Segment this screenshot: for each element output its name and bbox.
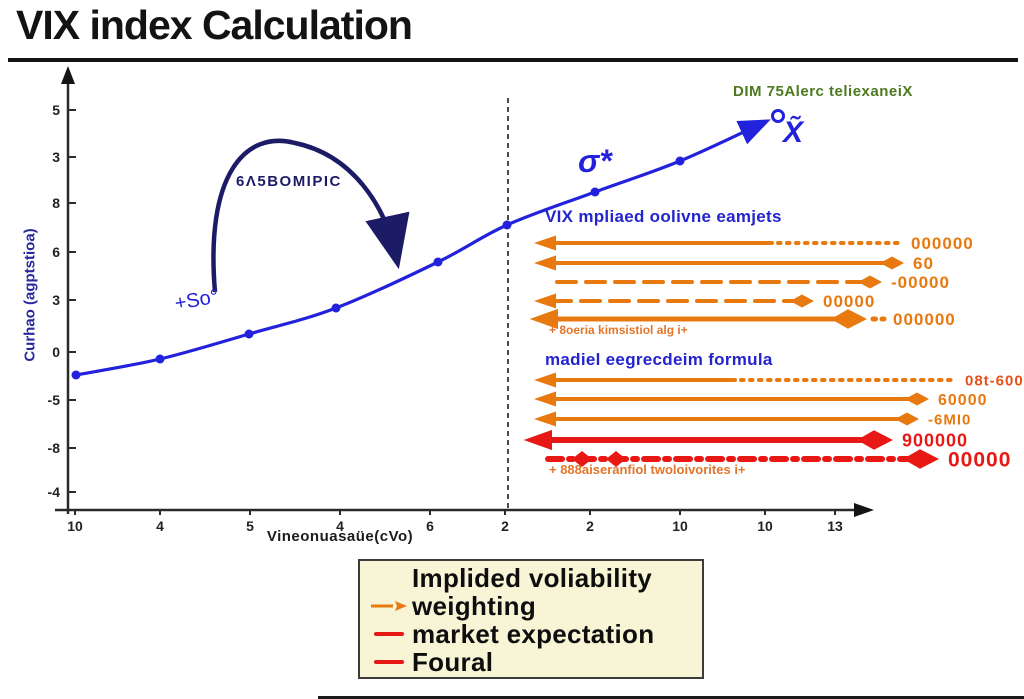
x-tick-label: 13 (827, 518, 843, 534)
x-tick-label: 5 (246, 518, 254, 534)
curve-point (71, 370, 81, 380)
x-tick-label: 10 (672, 518, 688, 534)
group2-arrow-label: 08t-600 (965, 372, 1024, 389)
annotation: 6Λ5BOMIPIC (236, 173, 342, 190)
red-line-icon (366, 660, 412, 664)
x-tick-label: 10 (757, 518, 773, 534)
panel-group1-footnote: + 8oeria kimsistiol alg i+ (549, 323, 688, 337)
group1-arrow-row: 000000 (529, 308, 956, 330)
y-axis-title: Curhao (agptstioa) (21, 228, 39, 362)
curve-point (590, 187, 600, 197)
annotation: X̃ (781, 115, 805, 149)
group2-arrow-label: 00000 (948, 449, 1011, 472)
annotation: σ* (578, 143, 613, 179)
curve-point (433, 257, 443, 267)
annotation: +So° (173, 286, 220, 315)
y-tick-label: -4 (48, 484, 61, 500)
y-tick-label: 8 (52, 195, 60, 211)
y-tick-label: -8 (48, 440, 61, 456)
group1-arrow-row: 00000 (534, 292, 875, 311)
x-axis-title: Vineonuasaüe(cVo) (266, 528, 414, 545)
legend-item-weighting: weighting (366, 590, 696, 621)
group2-arrow-row: 08t-600 (534, 372, 1024, 389)
y-tick-label: -5 (48, 392, 61, 408)
curve-point (331, 303, 341, 313)
y-tick-label: 6 (52, 244, 60, 260)
x-tick-label: 2 (501, 518, 509, 534)
implied-volatility-curve (75, 119, 771, 377)
legend-item-label: weighting (412, 590, 537, 621)
panel-group1-header: VIX mpliaed oolivne eamjets (545, 207, 782, 226)
y-tick-label: 3 (52, 149, 60, 165)
page-title: VIX index Calculation (16, 2, 413, 48)
curve-point (244, 329, 254, 339)
group2-arrow-row: 60000 (534, 391, 988, 409)
x-tick-label: 2 (586, 518, 594, 534)
group1-arrow-row: 000000 (534, 234, 974, 253)
bottom-border (318, 696, 1024, 699)
group1-arrow-label: -00000 (891, 273, 950, 292)
curve-point (155, 354, 165, 364)
x-tick-label: 6 (426, 518, 434, 534)
group1-arrow-row: 60 (534, 254, 934, 273)
y-axis-arrowhead (61, 66, 75, 84)
group2-arrow-row: 00000 (545, 449, 1011, 472)
group2-arrow-label: 900000 (902, 430, 968, 450)
x-tick-label: 4 (156, 518, 164, 534)
arc-arrow (211, 138, 410, 293)
x-tick-label: 10 (67, 518, 83, 534)
red-line-icon (366, 632, 412, 636)
legend-item-implied-volatility: Implided voliability (366, 562, 696, 593)
legend-box: Implided voliability weighting market ex… (358, 559, 704, 679)
group2-arrow-row: -6MI0 (534, 411, 971, 428)
group1-arrow-label: 000000 (911, 234, 974, 253)
curve-point (675, 156, 685, 166)
group1-arrow-label: 00000 (823, 292, 875, 311)
group1-arrow-label: 000000 (893, 310, 956, 329)
panel-group2-footnote: + 888aiseranfiol twoloivorites i+ (549, 462, 746, 477)
legend-item-market-expectation: market expectation (366, 618, 696, 649)
x-tick-label: 4 (336, 518, 344, 534)
legend-item-label: Foural (412, 646, 494, 677)
curve-point (502, 220, 512, 230)
y-tick-label: 3 (52, 292, 60, 308)
group2-arrow-label: -6MI0 (928, 411, 971, 428)
group1-arrow-row: -00000 (555, 273, 950, 292)
legend-item-label: Implided voliability (412, 562, 653, 593)
orange-arrow-icon (366, 598, 412, 614)
top-right-note: DIM 75Alerc teliexaneiX (733, 83, 913, 100)
group1-arrow-label: 60 (913, 254, 934, 273)
group2-arrow-row: 900000 (523, 429, 968, 450)
curve-end-ring (771, 109, 785, 123)
y-tick-label: 0 (52, 344, 60, 360)
legend-item-foural: Foural (366, 646, 696, 677)
panel-group2-header: madiel eegrecdeim formula (545, 350, 773, 369)
group2-arrow-label: 60000 (938, 392, 988, 409)
title-underline (8, 58, 1018, 62)
legend-item-label: market expectation (412, 618, 655, 649)
y-tick-label: 5 (52, 102, 60, 118)
x-axis-arrowhead (854, 503, 874, 517)
